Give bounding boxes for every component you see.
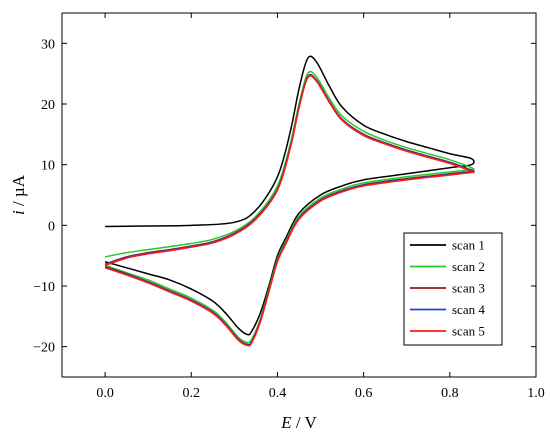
x-tick-label: 0.0 [96,386,114,401]
y-tick-label: 20 [41,98,55,113]
series-line-scan-1 [104,55,475,336]
series-line-scan-5 [104,75,475,347]
legend-label: scan 4 [452,302,485,317]
x-tick-label: 1.0 [527,386,545,401]
legend-label: scan 3 [452,281,485,296]
plot-frame [61,12,537,378]
x-axis-title: E / V [280,413,317,432]
legend: scan 1 scan 2 scan 3 scan 4 scan 5 [403,232,503,346]
x-tick-label: 0.8 [441,386,459,401]
x-axis-var: E [280,413,292,432]
legend-label: scan 2 [452,259,485,274]
y-axis-sep: / [9,197,28,210]
y-tick-label: −20 [33,341,55,356]
y-axis-unit: µA [9,174,28,197]
y-tick-label: 30 [41,37,55,52]
x-tick-label: 0.2 [183,386,201,401]
x-axis-unit: V [305,413,318,432]
y-tick-label: −10 [33,280,55,295]
x-axis-ticks: 0.0 0.2 0.4 0.6 0.8 1.0 [96,13,545,401]
legend-label: scan 5 [452,324,485,339]
x-tick-label: 0.6 [355,386,373,401]
legend-label: scan 1 [452,238,485,253]
y-tick-label: 0 [48,219,55,234]
x-axis-sep: / [292,413,305,432]
y-tick-label: 10 [41,159,55,174]
data-series [104,55,475,347]
legend-box [403,232,503,346]
y-axis-var: i [9,210,28,215]
y-axis-ticks: −20 −10 0 10 20 30 [33,37,536,356]
x-tick-label: 0.4 [269,386,287,401]
y-axis-title: i / µA [9,174,28,215]
